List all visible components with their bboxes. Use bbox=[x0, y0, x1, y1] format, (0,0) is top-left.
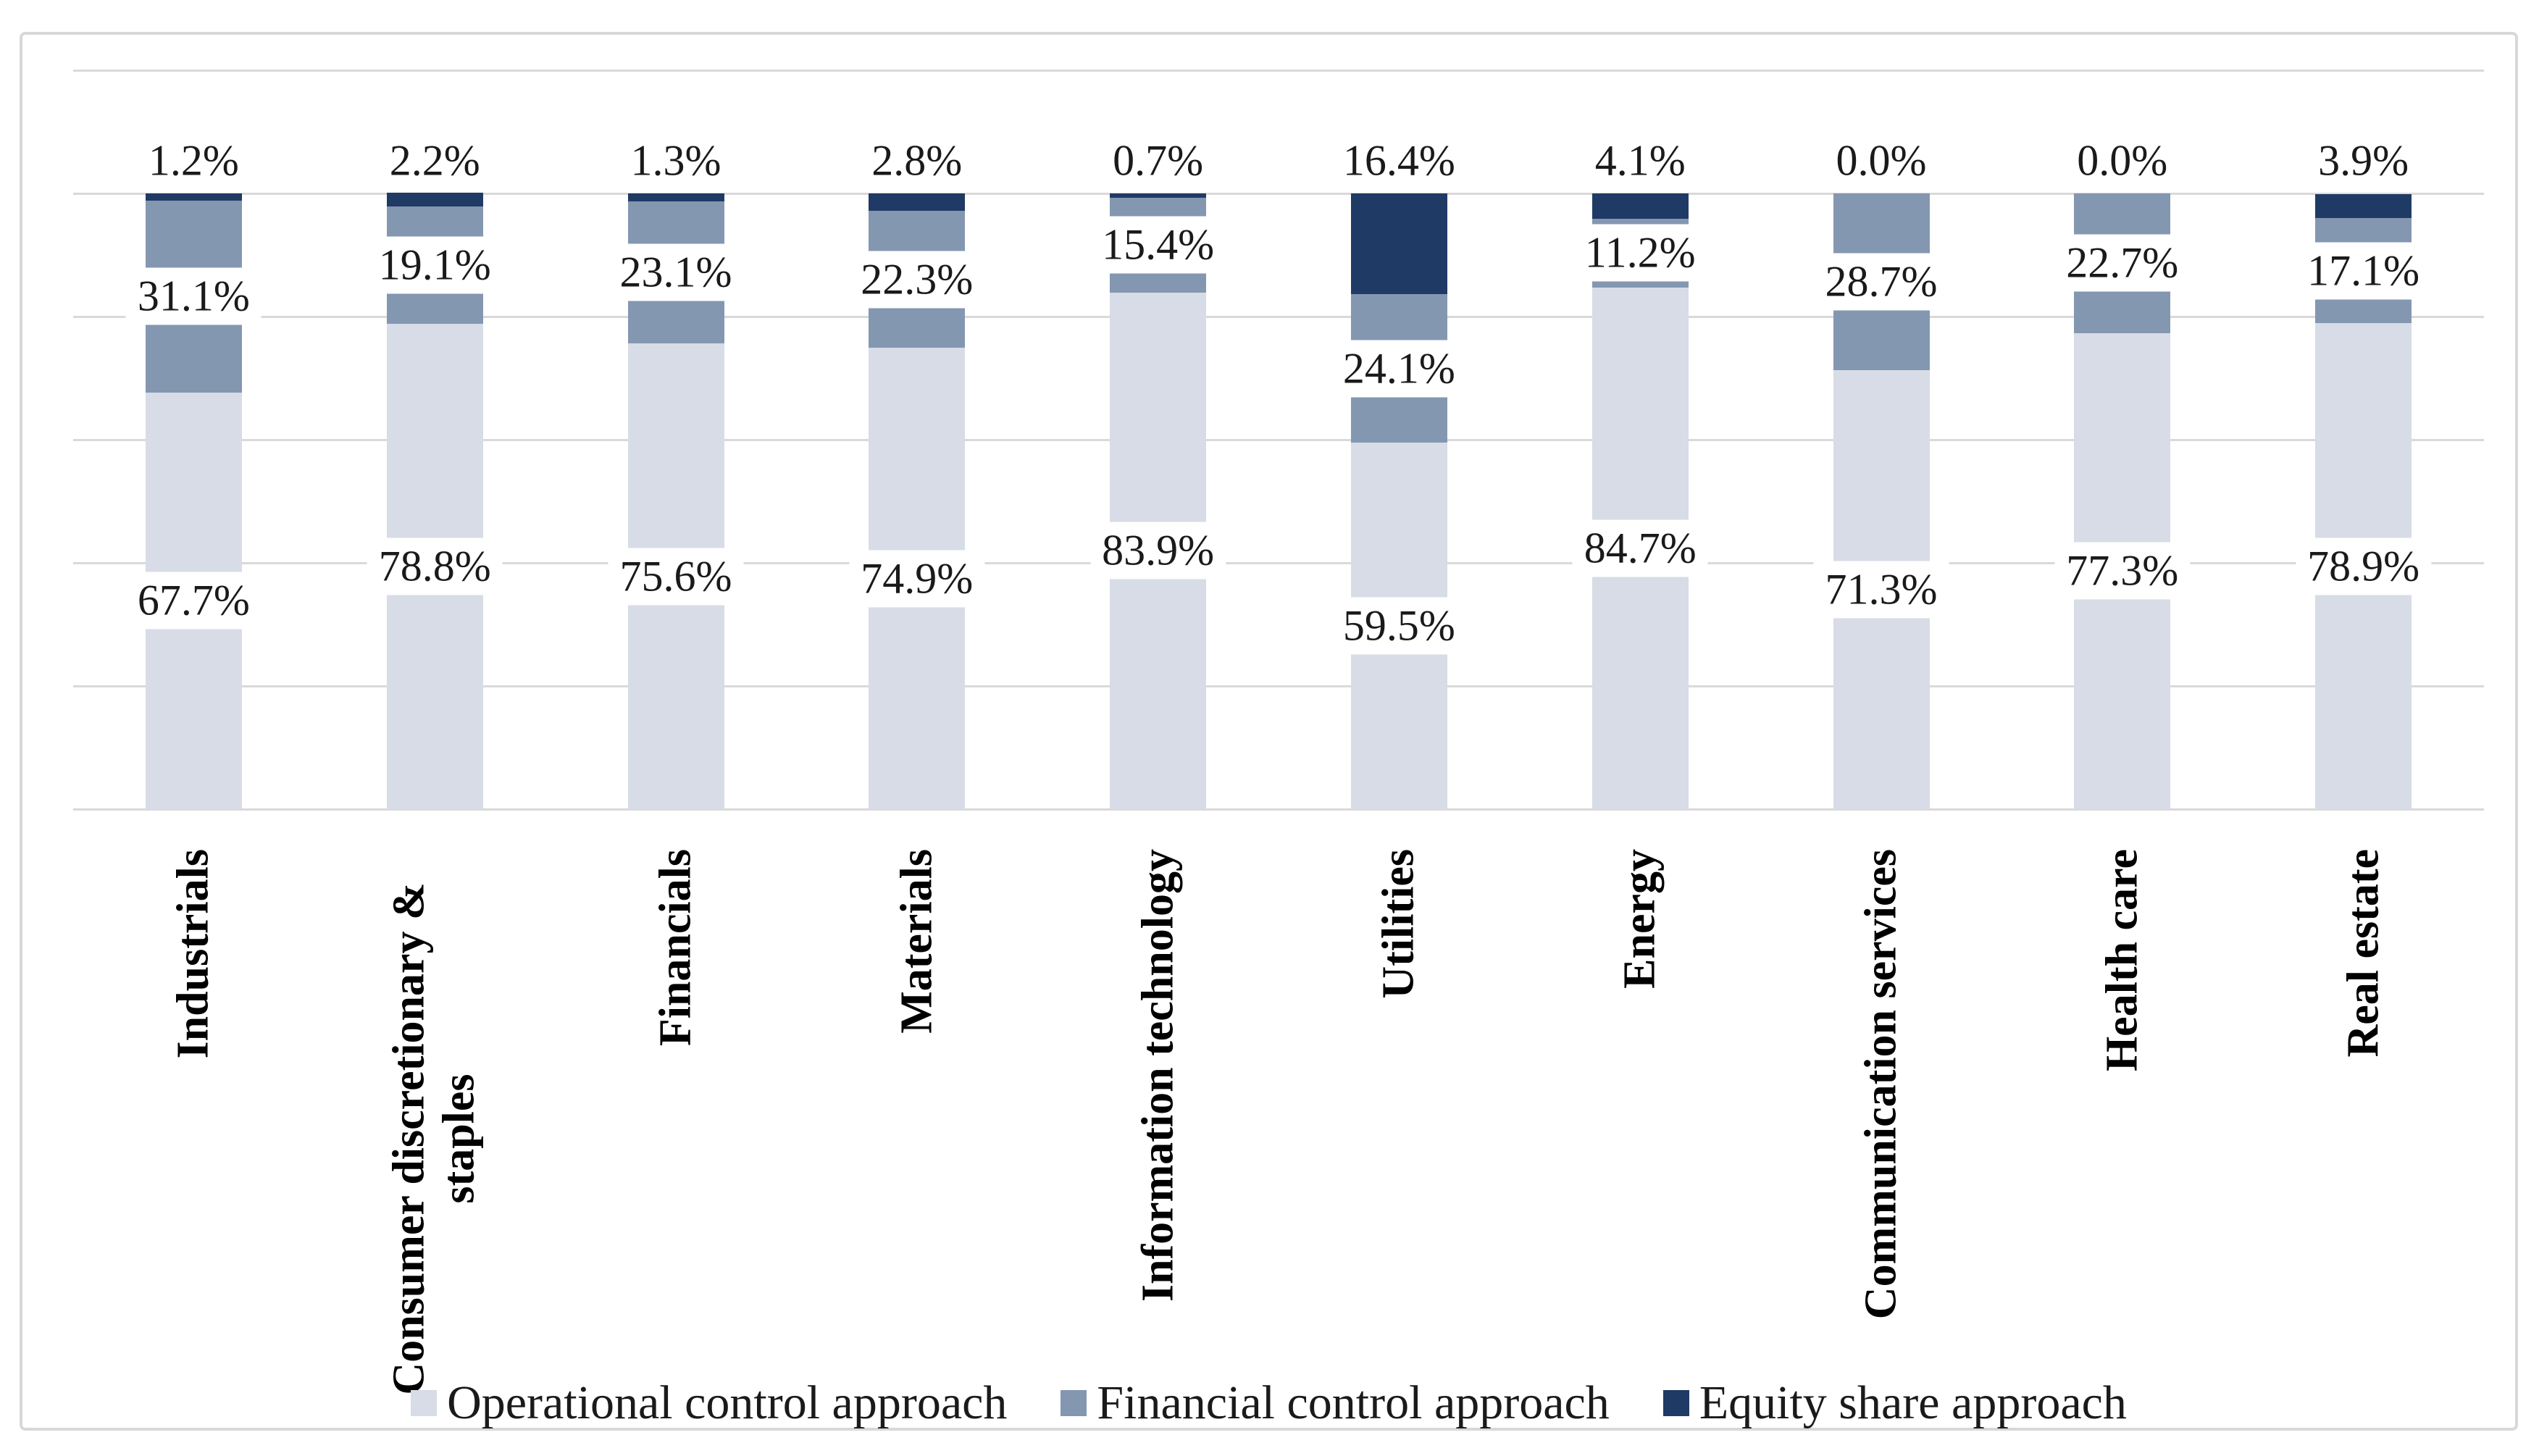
data-label-financial-control-approach: 11.2% bbox=[1573, 224, 1707, 282]
category-label: Information technology bbox=[1132, 849, 1182, 1302]
gridline bbox=[73, 193, 2484, 195]
data-label-operational-control-approach: 83.9% bbox=[1090, 522, 1226, 580]
category-label: Energy bbox=[1615, 849, 1665, 989]
bar-segment-equity-share-approach bbox=[386, 193, 483, 206]
legend-swatch-operational-control-approach bbox=[411, 1390, 438, 1416]
category-label: Materials bbox=[892, 849, 942, 1034]
legend-swatch-equity-share-approach bbox=[1662, 1390, 1689, 1416]
data-label-financial-control-approach: 28.7% bbox=[1813, 253, 1949, 311]
data-label-financial-control-approach: 31.1% bbox=[125, 267, 262, 325]
data-label-financial-control-approach: 22.3% bbox=[849, 251, 985, 309]
data-label-equity-share-approach: 0.0% bbox=[2077, 136, 2168, 185]
chart-frame: 67.7% 31.1% 1.2% Industrials 78.8% 19.1% 2.2% C… bbox=[20, 32, 2518, 1431]
data-label-equity-share-approach: 0.7% bbox=[1113, 136, 1204, 185]
legend: Operational control approach Financial co… bbox=[22, 1379, 2515, 1427]
category-label: Industrials bbox=[168, 849, 218, 1059]
legend-label: Financial control approach bbox=[1097, 1376, 1610, 1429]
gridline bbox=[73, 562, 2484, 564]
category-label: Consumer discretionary & staples bbox=[384, 882, 485, 1395]
data-label-equity-share-approach: 16.4% bbox=[1342, 136, 1455, 185]
data-label-operational-control-approach: 78.8% bbox=[367, 537, 503, 595]
gridline bbox=[73, 439, 2484, 441]
data-label-financial-control-approach: 22.7% bbox=[2054, 234, 2191, 292]
data-label-equity-share-approach: 3.9% bbox=[2318, 136, 2409, 185]
bar-segment-equity-share-approach bbox=[1591, 193, 1689, 219]
legend-item-equity-share-approach: Equity share approach bbox=[1662, 1376, 2127, 1429]
legend-item-financial-control-approach: Financial control approach bbox=[1061, 1376, 1610, 1429]
data-label-financial-control-approach: 17.1% bbox=[2296, 242, 2432, 300]
data-label-equity-share-approach: 2.8% bbox=[871, 136, 963, 185]
data-label-operational-control-approach: 67.7% bbox=[125, 572, 262, 629]
data-label-equity-share-approach: 4.1% bbox=[1594, 136, 1686, 185]
data-label-equity-share-approach: 1.3% bbox=[630, 136, 721, 185]
data-label-equity-share-approach: 2.2% bbox=[389, 136, 480, 185]
bar-segment-equity-share-approach bbox=[1350, 193, 1447, 295]
data-label-operational-control-approach: 71.3% bbox=[1813, 561, 1949, 619]
data-label-operational-control-approach: 59.5% bbox=[1331, 597, 1467, 655]
bar-segment-equity-share-approach bbox=[145, 193, 242, 201]
plot-area: 67.7% 31.1% 1.2% Industrials 78.8% 19.1% 2.2% C… bbox=[22, 35, 2515, 1428]
category-label: Utilities bbox=[1373, 849, 1423, 999]
data-label-operational-control-approach: 84.7% bbox=[1572, 519, 1708, 577]
legend-label: Equity share approach bbox=[1699, 1376, 2127, 1429]
gridline bbox=[73, 70, 2484, 72]
data-label-financial-control-approach: 15.4% bbox=[1090, 216, 1226, 274]
gridline bbox=[73, 316, 2484, 318]
bar-segment-equity-share-approach bbox=[627, 193, 724, 202]
bar-segment-equity-share-approach bbox=[2315, 193, 2412, 218]
x-axis-line bbox=[73, 808, 2484, 811]
bar-segment-equity-share-approach bbox=[869, 193, 966, 211]
gridline bbox=[73, 685, 2484, 687]
legend-item-operational-control-approach: Operational control approach bbox=[411, 1379, 1007, 1427]
category-label: Communication services bbox=[1856, 849, 1906, 1320]
bar-segment-equity-share-approach bbox=[1110, 193, 1207, 198]
data-label-operational-control-approach: 77.3% bbox=[2054, 542, 2191, 600]
category-label: Financials bbox=[651, 849, 700, 1047]
category-label: Real estate bbox=[2338, 849, 2388, 1058]
data-label-operational-control-approach: 75.6% bbox=[608, 548, 744, 606]
data-label-operational-control-approach: 78.9% bbox=[2296, 537, 2432, 595]
legend-label: Operational control approach bbox=[447, 1376, 1008, 1429]
category-label: Health care bbox=[2097, 849, 2147, 1072]
data-label-equity-share-approach: 1.2% bbox=[148, 136, 239, 185]
legend-swatch-financial-control-approach bbox=[1061, 1390, 1087, 1416]
data-label-financial-control-approach: 24.1% bbox=[1331, 340, 1467, 398]
data-label-financial-control-approach: 19.1% bbox=[367, 236, 503, 294]
data-label-equity-share-approach: 0.0% bbox=[1836, 136, 1927, 185]
data-label-financial-control-approach: 23.1% bbox=[608, 243, 744, 301]
data-label-operational-control-approach: 74.9% bbox=[849, 550, 985, 608]
